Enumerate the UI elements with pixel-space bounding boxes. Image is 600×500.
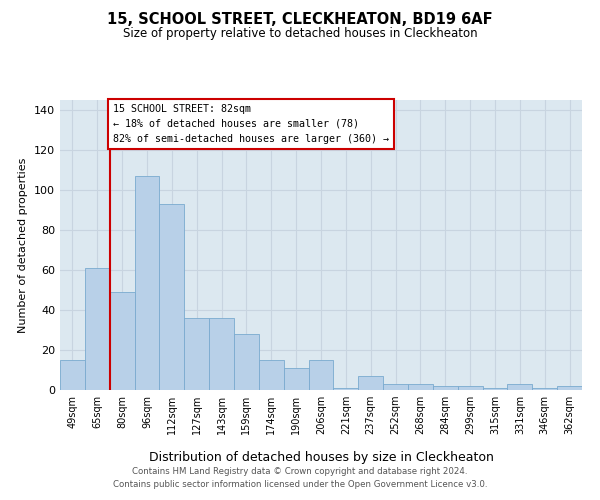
Bar	[557, 386, 582, 390]
Bar	[284, 368, 308, 390]
Bar	[334, 388, 358, 390]
Text: Contains HM Land Registry data © Crown copyright and database right 2024.
Contai: Contains HM Land Registry data © Crown c…	[113, 467, 487, 489]
Bar	[160, 204, 184, 390]
Text: 15 SCHOOL STREET: 82sqm
← 18% of detached houses are smaller (78)
82% of semi-de: 15 SCHOOL STREET: 82sqm ← 18% of detache…	[113, 104, 389, 144]
Bar	[184, 318, 209, 390]
Bar	[209, 318, 234, 390]
Bar	[85, 268, 110, 390]
Bar	[60, 360, 85, 390]
Text: 15, SCHOOL STREET, CLECKHEATON, BD19 6AF: 15, SCHOOL STREET, CLECKHEATON, BD19 6AF	[107, 12, 493, 28]
Bar	[532, 388, 557, 390]
Bar	[134, 176, 160, 390]
Text: Distribution of detached houses by size in Cleckheaton: Distribution of detached houses by size …	[149, 451, 493, 464]
Bar	[358, 376, 383, 390]
Bar	[308, 360, 334, 390]
Bar	[408, 384, 433, 390]
Text: Size of property relative to detached houses in Cleckheaton: Size of property relative to detached ho…	[122, 28, 478, 40]
Bar	[482, 388, 508, 390]
Bar	[508, 384, 532, 390]
Bar	[433, 386, 458, 390]
Y-axis label: Number of detached properties: Number of detached properties	[19, 158, 28, 332]
Bar	[110, 292, 134, 390]
Bar	[458, 386, 482, 390]
Bar	[234, 334, 259, 390]
Bar	[259, 360, 284, 390]
Bar	[383, 384, 408, 390]
